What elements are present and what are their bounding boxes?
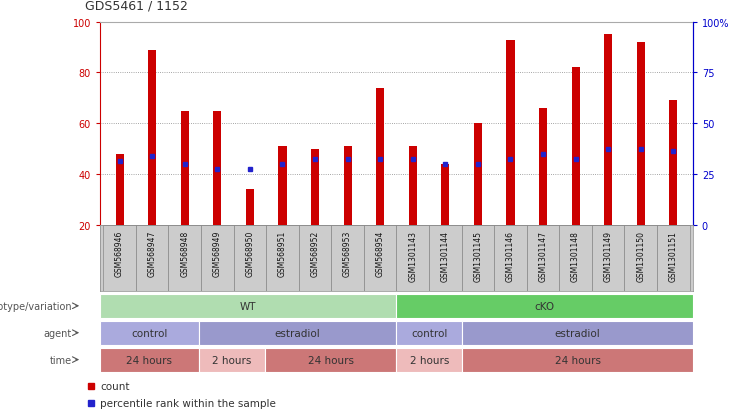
Text: GSM568949: GSM568949 — [213, 230, 222, 277]
Bar — [199, 348, 265, 372]
Bar — [364, 225, 396, 291]
Bar — [462, 225, 494, 291]
Text: GSM1301145: GSM1301145 — [473, 230, 482, 281]
Bar — [625, 225, 657, 291]
Bar — [311, 149, 319, 225]
Bar — [199, 321, 396, 345]
Bar — [148, 50, 156, 225]
Bar — [657, 225, 690, 291]
Text: control: control — [411, 328, 448, 338]
Bar — [527, 225, 559, 291]
Text: 24 hours: 24 hours — [554, 355, 600, 365]
Text: cKO: cKO — [534, 301, 555, 311]
Text: GDS5461 / 1152: GDS5461 / 1152 — [85, 0, 188, 12]
Text: GSM1301146: GSM1301146 — [506, 230, 515, 281]
Text: estradiol: estradiol — [275, 328, 321, 338]
Bar — [669, 101, 677, 225]
Text: WT: WT — [240, 301, 256, 311]
Bar — [168, 225, 201, 291]
Text: GSM568952: GSM568952 — [310, 230, 319, 277]
Bar — [559, 225, 592, 291]
Bar — [116, 154, 124, 225]
Bar — [396, 294, 693, 318]
Bar — [265, 348, 396, 372]
Bar — [299, 225, 331, 291]
Text: GSM568947: GSM568947 — [147, 230, 156, 277]
Bar — [103, 225, 136, 291]
Bar — [233, 225, 266, 291]
Bar — [100, 348, 199, 372]
Text: count: count — [100, 381, 130, 391]
Text: GSM568954: GSM568954 — [376, 230, 385, 277]
Text: GSM1301148: GSM1301148 — [571, 230, 580, 281]
Bar — [279, 147, 287, 225]
Text: 24 hours: 24 hours — [308, 355, 353, 365]
Text: genotype/variation: genotype/variation — [0, 301, 72, 311]
Bar — [473, 124, 482, 225]
Bar — [408, 147, 416, 225]
Bar — [136, 225, 168, 291]
Bar — [376, 88, 385, 225]
Text: GSM1301149: GSM1301149 — [604, 230, 613, 281]
Text: 24 hours: 24 hours — [127, 355, 173, 365]
Bar — [396, 348, 462, 372]
Bar — [181, 111, 189, 225]
Bar — [571, 68, 579, 225]
Text: GSM1301143: GSM1301143 — [408, 230, 417, 281]
Text: agent: agent — [44, 328, 72, 338]
Bar — [344, 147, 352, 225]
Bar — [266, 225, 299, 291]
Bar — [213, 111, 222, 225]
Text: GSM1301147: GSM1301147 — [539, 230, 548, 281]
Bar — [100, 321, 199, 345]
Text: GSM568953: GSM568953 — [343, 230, 352, 277]
Bar — [592, 225, 625, 291]
Text: 2 hours: 2 hours — [410, 355, 449, 365]
Bar — [462, 321, 693, 345]
Text: GSM568948: GSM568948 — [180, 230, 189, 277]
Text: GSM1301144: GSM1301144 — [441, 230, 450, 281]
Text: GSM1301151: GSM1301151 — [669, 230, 678, 281]
Text: 2 hours: 2 hours — [212, 355, 251, 365]
Bar — [462, 348, 693, 372]
Bar — [201, 225, 233, 291]
Bar — [539, 109, 547, 225]
Text: time: time — [50, 355, 72, 365]
Bar — [506, 40, 514, 225]
Bar — [637, 43, 645, 225]
Text: GSM568950: GSM568950 — [245, 230, 254, 277]
Bar — [100, 294, 396, 318]
Text: GSM568946: GSM568946 — [115, 230, 124, 277]
Bar — [604, 36, 612, 225]
Bar — [494, 225, 527, 291]
Text: control: control — [131, 328, 167, 338]
Bar — [441, 164, 449, 225]
Text: GSM568951: GSM568951 — [278, 230, 287, 277]
Bar — [396, 225, 429, 291]
Bar — [246, 190, 254, 225]
Text: percentile rank within the sample: percentile rank within the sample — [100, 398, 276, 408]
Text: GSM1301150: GSM1301150 — [637, 230, 645, 281]
Bar — [331, 225, 364, 291]
Bar — [396, 321, 462, 345]
Bar — [429, 225, 462, 291]
Text: estradiol: estradiol — [555, 328, 600, 338]
